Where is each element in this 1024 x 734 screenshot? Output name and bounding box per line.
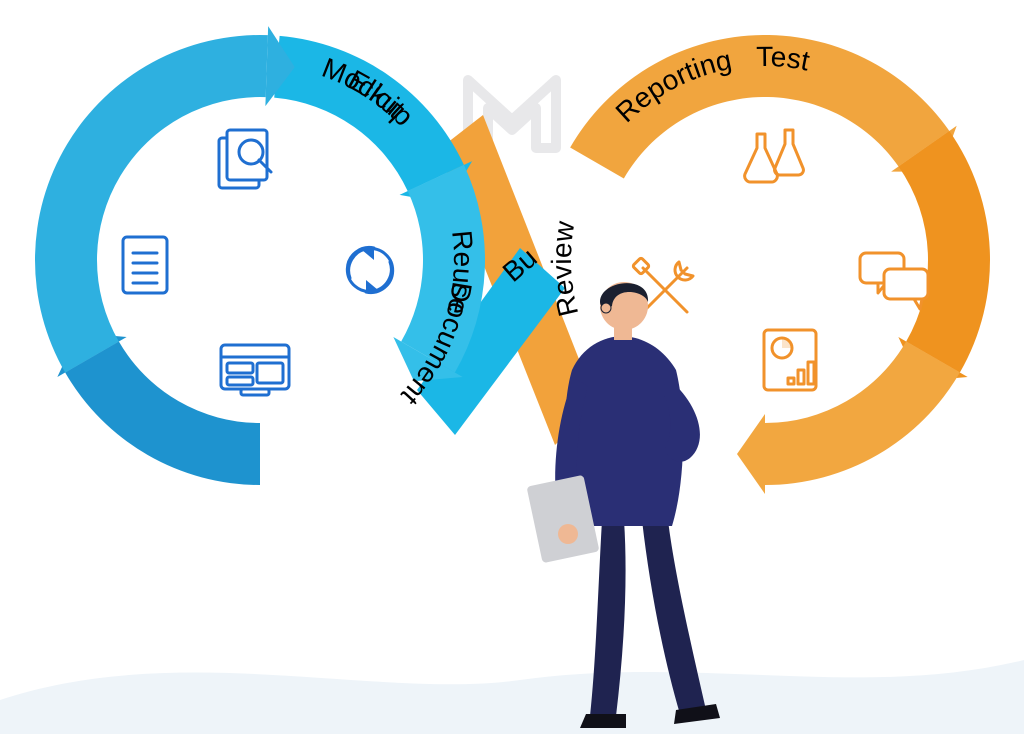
label-review: Review (546, 218, 584, 319)
recycle-icon (347, 247, 392, 292)
segment-elicit (274, 36, 464, 191)
report-icon (764, 330, 816, 390)
segment-reporting (765, 342, 960, 486)
mockup-icon (221, 345, 289, 395)
research-icon (219, 130, 271, 188)
chat-icon (860, 253, 928, 309)
segment-document (35, 35, 268, 373)
infinity-process-diagram: BuildElicitReuseMockupDocumentTestReview… (0, 0, 1024, 734)
flask-icon (745, 130, 804, 182)
segment-review (899, 131, 990, 373)
ground-wave (0, 660, 1024, 734)
document-icon (123, 237, 167, 293)
